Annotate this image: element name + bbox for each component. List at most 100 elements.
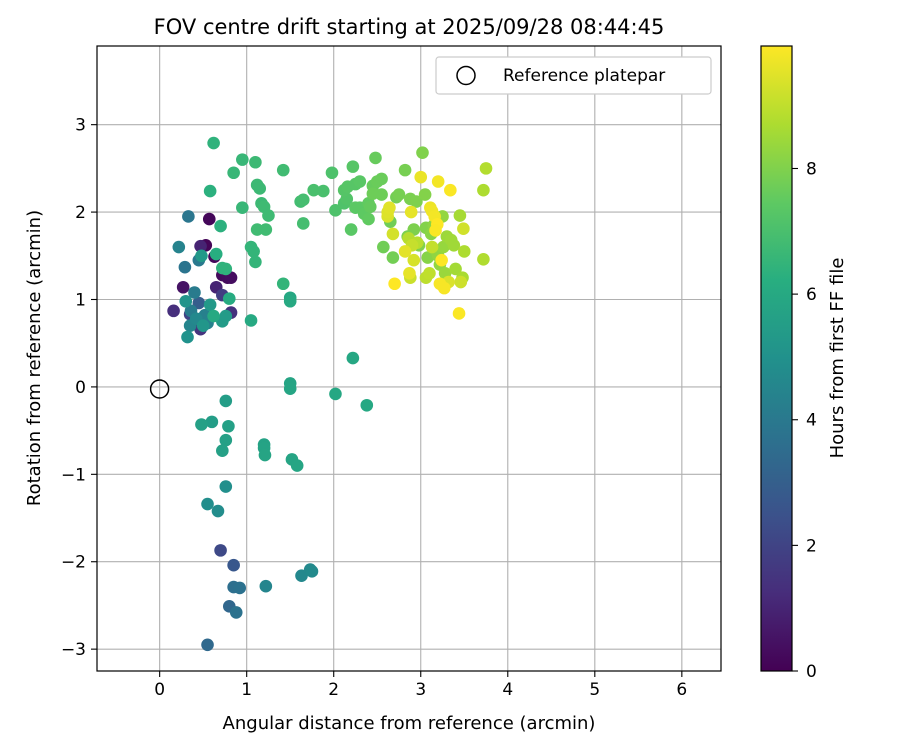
data-point [233, 581, 247, 595]
data-point [192, 296, 206, 310]
data-point [203, 298, 217, 312]
data-point [452, 307, 466, 320]
x-tick-label: 5 [589, 680, 600, 700]
data-point [416, 146, 429, 159]
data-point [329, 204, 342, 217]
data-point [414, 170, 428, 184]
data-point [425, 240, 439, 254]
colorbar-tick-label: 4 [806, 411, 817, 431]
data-point [362, 212, 375, 226]
data-point [398, 245, 412, 258]
y-tick-label: 2 [75, 203, 86, 223]
data-point [346, 160, 360, 173]
colorbar-frame [760, 45, 793, 672]
x-tick-label: 6 [676, 680, 687, 700]
data-point [194, 239, 207, 253]
data-point [329, 387, 342, 401]
data-point [167, 304, 180, 318]
data-point [457, 222, 470, 235]
data-point [209, 247, 223, 261]
colorbar-ticks: 0 2 4 6 8 [792, 159, 817, 682]
data-point [203, 184, 217, 198]
data-point [214, 544, 227, 557]
data-point [431, 175, 445, 188]
data-point [229, 606, 243, 619]
data-point [207, 309, 220, 323]
y-tick-label: −3 [61, 640, 86, 660]
data-point [398, 163, 412, 177]
data-point [216, 444, 229, 458]
data-point [305, 565, 319, 578]
data-point [325, 166, 339, 180]
data-point [182, 210, 195, 223]
data-point [453, 209, 467, 222]
data-point [276, 277, 290, 291]
data-point [454, 275, 468, 289]
colorbar: 0 2 4 6 8 Hours from first FF file [760, 45, 848, 682]
plot-frame [96, 45, 722, 672]
data-point [222, 292, 236, 305]
data-point [262, 209, 275, 222]
data-point [418, 188, 432, 201]
data-point [258, 448, 272, 462]
y-axis-label: Rotation from reference (arcmin) [24, 210, 45, 506]
data-point [344, 223, 358, 236]
data-point [176, 280, 190, 294]
data-point [222, 419, 235, 433]
data-point [477, 183, 490, 197]
data-point [407, 253, 421, 267]
data-point [181, 330, 194, 344]
data-point [249, 155, 262, 169]
data-point [227, 166, 240, 180]
data-point [444, 183, 457, 197]
data-point [477, 252, 490, 266]
data-point [172, 240, 186, 254]
data-point [259, 223, 273, 236]
data-point [236, 153, 249, 166]
data-point [404, 205, 418, 219]
colorbar-tick-label: 8 [806, 159, 817, 179]
x-tick-label: 4 [502, 680, 513, 700]
data-point [201, 497, 214, 511]
x-tick-label: 0 [154, 680, 165, 700]
data-point [219, 480, 233, 493]
data-point [214, 219, 227, 233]
data-point [250, 223, 264, 236]
legend: Reference platepar [435, 56, 712, 95]
colorbar-tick-label: 0 [806, 662, 817, 682]
data-point [388, 277, 401, 291]
data-point [219, 394, 233, 408]
y-tick-label: −2 [61, 553, 86, 573]
colorbar-tick-label: 2 [806, 536, 817, 556]
data-point [403, 266, 416, 280]
y-tick-label: 0 [75, 378, 86, 398]
reference-platepar-marker [149, 379, 170, 399]
data-point [207, 136, 220, 150]
data-point [386, 227, 400, 241]
data-point [447, 239, 461, 252]
data-point [383, 201, 396, 215]
data-point [219, 433, 233, 447]
data-point [249, 255, 262, 269]
data-point [386, 251, 400, 264]
data-point [178, 260, 192, 274]
legend-box [435, 56, 712, 95]
data-point [377, 240, 390, 254]
data-point [360, 398, 374, 412]
data-point [457, 245, 471, 258]
x-tick-label: 2 [328, 680, 339, 700]
data-point [247, 245, 260, 258]
data-point [316, 184, 330, 198]
data-point [435, 253, 448, 267]
x-axis-label: Angular distance from reference (arcmin) [223, 713, 596, 734]
data-point [296, 193, 310, 207]
legend-reference-marker [456, 65, 476, 86]
data-point [236, 201, 249, 215]
data-point [290, 459, 304, 472]
data-point [195, 249, 208, 263]
data-point [196, 319, 210, 333]
y-tick-label: 3 [75, 116, 86, 136]
data-point [253, 182, 267, 195]
data-point [276, 163, 290, 177]
y-tick-label: −1 [61, 465, 86, 485]
